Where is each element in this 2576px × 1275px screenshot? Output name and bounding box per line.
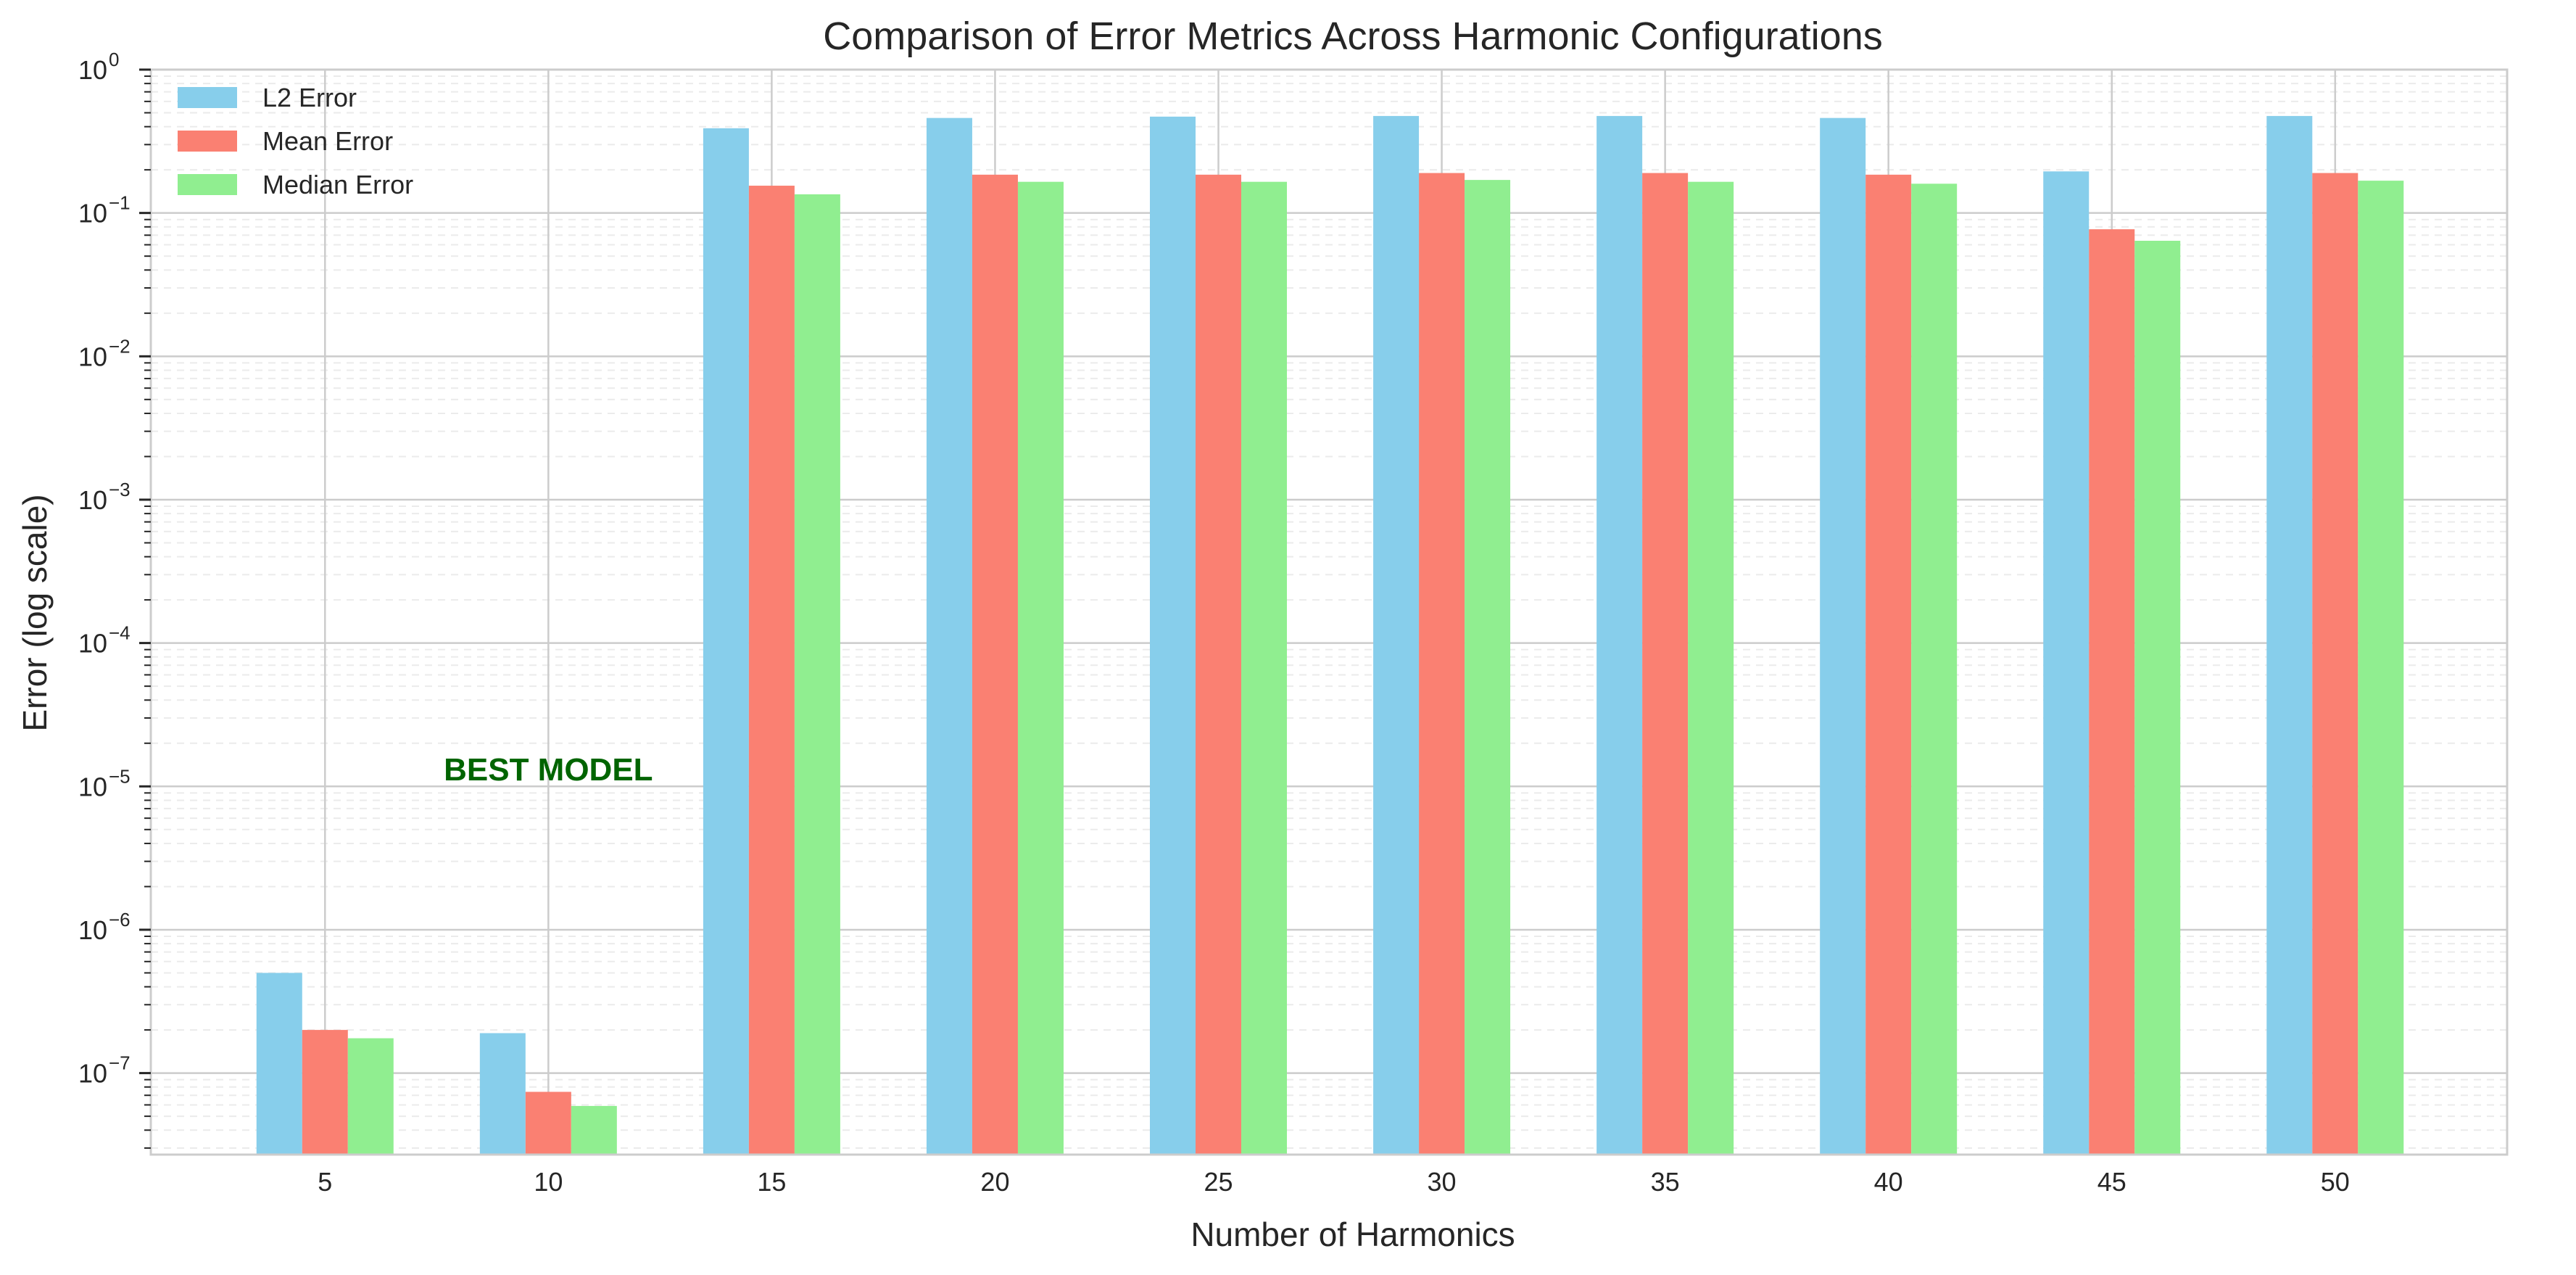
bar-median-error-25 — [1241, 181, 1288, 1155]
x-tick-label: 35 — [1651, 1167, 1680, 1197]
bar-l2-error-5 — [256, 973, 302, 1155]
bar-mean-error-50 — [2312, 173, 2358, 1155]
legend-entry: Mean Error — [262, 126, 393, 156]
bar-l2-error-15 — [703, 128, 749, 1155]
bar-median-error-30 — [1465, 180, 1511, 1155]
bars-layer — [256, 115, 2404, 1155]
y-tick-label: 10 — [78, 55, 107, 85]
bar-l2-error-40 — [1820, 117, 1866, 1155]
plot-frame — [149, 68, 2509, 1156]
chart-title: Comparison of Error Metrics Across Harmo… — [823, 15, 1882, 58]
y-tick-exponent: −4 — [109, 622, 131, 644]
legend: L2 Error Mean Error Median Error — [178, 83, 413, 199]
x-tick-label: 25 — [1204, 1167, 1233, 1197]
y-tick-exponent: −1 — [109, 192, 131, 214]
bar-l2-error-35 — [1596, 115, 1643, 1155]
legend-entry: L2 Error — [262, 83, 357, 112]
annotation-best-model: BEST MODEL — [444, 752, 653, 788]
y-tick-label: 10 — [78, 915, 107, 945]
bar-l2-error-45 — [2043, 171, 2090, 1155]
x-tick-label: 30 — [1428, 1167, 1457, 1197]
y-tick-exponent: 0 — [109, 49, 119, 70]
bar-mean-error-35 — [1642, 173, 1689, 1155]
bar-mean-error-5 — [302, 1030, 348, 1155]
legend-entry: Median Error — [262, 170, 413, 199]
y-tick-exponent: −7 — [109, 1052, 131, 1074]
y-tick-label: 10 — [78, 1059, 107, 1089]
x-tick-label: 45 — [2097, 1167, 2126, 1197]
bar-median-error-5 — [347, 1038, 394, 1155]
bar-mean-error-15 — [748, 186, 795, 1155]
bar-median-error-40 — [1911, 183, 1958, 1155]
y-tick-label: 10 — [78, 199, 107, 228]
y-tick-exponent: −6 — [109, 909, 131, 931]
bar-l2-error-30 — [1373, 115, 1420, 1155]
x-tick-label: 20 — [980, 1167, 1009, 1197]
y-axis-label: Error (log scale) — [16, 494, 54, 731]
bar-median-error-45 — [2134, 240, 2181, 1155]
y-tick-label: 10 — [78, 485, 107, 515]
bar-median-error-35 — [1688, 181, 1734, 1155]
x-axis-label: Number of Harmonics — [1190, 1216, 1515, 1253]
bar-mean-error-25 — [1196, 174, 1242, 1155]
y-tick-label: 10 — [78, 772, 107, 801]
bar-mean-error-40 — [1865, 174, 1912, 1155]
x-tick-label: 40 — [1874, 1167, 1903, 1197]
y-tick-exponent: −3 — [109, 479, 131, 500]
annotations: BEST MODEL — [444, 752, 653, 788]
bar-l2-error-10 — [479, 1033, 526, 1155]
x-tick-label: 50 — [2321, 1167, 2350, 1197]
x-tick-label: 10 — [534, 1167, 563, 1197]
y-tick-exponent: −2 — [109, 335, 131, 357]
bar-l2-error-20 — [926, 117, 972, 1155]
bar-median-error-20 — [1017, 181, 1064, 1155]
y-tick-exponent: −5 — [109, 765, 131, 787]
bar-median-error-10 — [571, 1105, 617, 1155]
bar-mean-error-45 — [2089, 229, 2135, 1155]
legend-swatch — [178, 131, 237, 152]
bar-median-error-50 — [2358, 181, 2404, 1155]
x-tick-label: 15 — [757, 1167, 786, 1197]
x-tick-label: 5 — [318, 1167, 332, 1197]
bar-l2-error-50 — [2266, 115, 2313, 1155]
bar-mean-error-20 — [972, 174, 1018, 1155]
bar-mean-error-30 — [1419, 173, 1465, 1155]
bar-l2-error-25 — [1150, 116, 1196, 1155]
y-tick-label: 10 — [78, 629, 107, 659]
legend-swatch — [178, 87, 237, 108]
y-tick-label: 10 — [78, 342, 107, 371]
x-axis-ticks: 5 10 15 20 25 30 35 40 45 50 — [318, 1167, 2350, 1197]
bar-mean-error-10 — [525, 1092, 571, 1155]
bar-median-error-15 — [794, 194, 840, 1155]
legend-swatch — [178, 174, 237, 195]
